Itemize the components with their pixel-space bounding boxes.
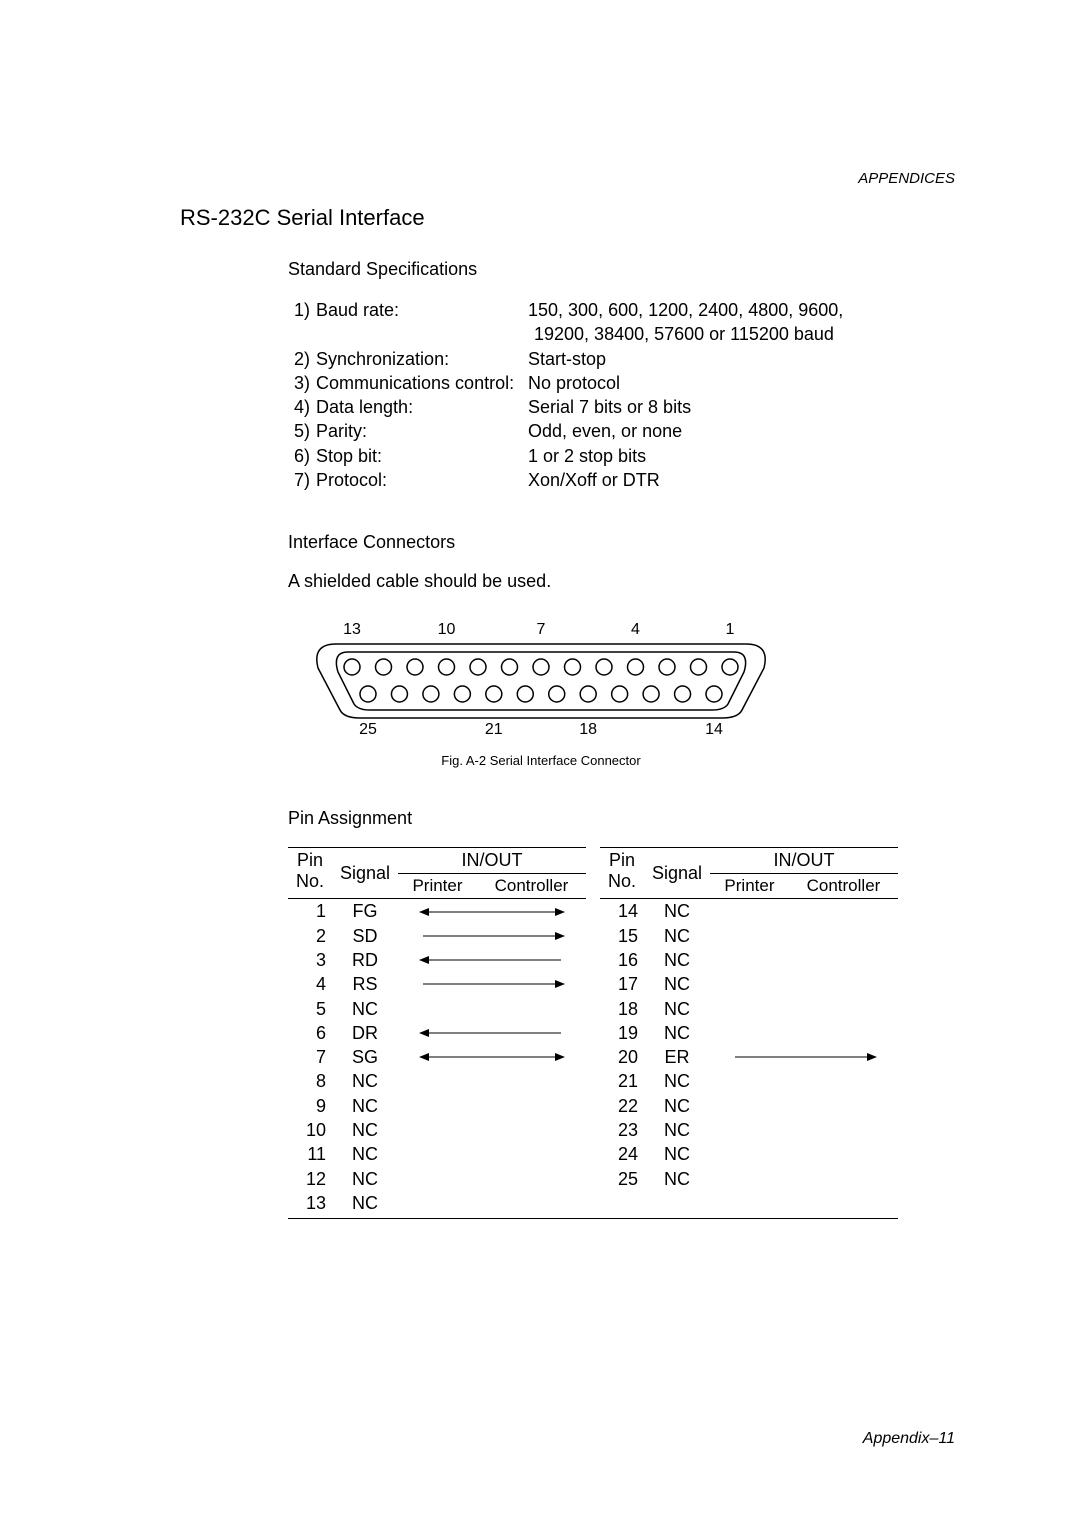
- section-title: RS-232C Serial Interface: [180, 205, 960, 231]
- spec-label: Stop bit:: [316, 444, 528, 468]
- table-row: 9NC22NC: [288, 1094, 898, 1118]
- spec-row: 4)Data length:Serial 7 bits or 8 bits: [288, 395, 960, 419]
- pin-table: PinNo. Signal IN/OUT PinNo. Signal IN/OU…: [288, 847, 898, 1219]
- th-printer2: Printer: [710, 874, 789, 899]
- svg-text:13: 13: [343, 621, 361, 638]
- svg-text:10: 10: [438, 621, 456, 638]
- spec-row: 1)Baud rate:150, 300, 600, 1200, 2400, 4…: [288, 298, 960, 322]
- table-row: 7SG20ER: [288, 1045, 898, 1069]
- spec-value: Start-stop: [528, 347, 960, 371]
- spec-value: 1 or 2 stop bits: [528, 444, 960, 468]
- spec-row: 19200, 38400, 57600 or 115200 baud: [288, 322, 960, 346]
- th-pin2: PinNo.: [600, 848, 644, 899]
- page: APPENDICES RS-232C Serial Interface Stan…: [0, 0, 1080, 1528]
- table-row: 13NC: [288, 1191, 898, 1219]
- th-controller2: Controller: [789, 874, 898, 899]
- table-row: 1FG14NC: [288, 899, 898, 924]
- th-pin: PinNo.: [288, 848, 332, 899]
- svg-text:18: 18: [579, 721, 597, 738]
- th-signal2: Signal: [644, 848, 710, 899]
- spec-num: 5): [288, 419, 316, 443]
- spec-label: Communications control:: [316, 371, 528, 395]
- pin-heading: Pin Assignment: [288, 808, 960, 829]
- spec-row: 7)Protocol:Xon/Xoff or DTR: [288, 468, 960, 492]
- spec-value: 19200, 38400, 57600 or 115200 baud: [534, 322, 834, 346]
- header-label: APPENDICES: [858, 170, 955, 187]
- table-row: 12NC25NC: [288, 1167, 898, 1191]
- spec-value: Odd, even, or none: [528, 419, 960, 443]
- svg-text:7: 7: [537, 621, 546, 638]
- content: Standard Specifications 1)Baud rate:150,…: [288, 259, 960, 1219]
- spec-label: Baud rate:: [316, 298, 528, 322]
- spec-list: 1)Baud rate:150, 300, 600, 1200, 2400, 4…: [288, 298, 960, 492]
- spec-label: Parity:: [316, 419, 528, 443]
- table-row: 6DR19NC: [288, 1021, 898, 1045]
- footer: Appendix–11: [863, 1430, 955, 1448]
- table-row: 4RS17NC: [288, 972, 898, 996]
- svg-text:14: 14: [705, 721, 723, 738]
- cable-note: A shielded cable should be used.: [288, 571, 960, 592]
- table-row: 8NC21NC: [288, 1069, 898, 1093]
- spec-value: Xon/Xoff or DTR: [528, 468, 960, 492]
- svg-text:25: 25: [359, 721, 377, 738]
- spec-value: Serial 7 bits or 8 bits: [528, 395, 960, 419]
- th-signal: Signal: [332, 848, 398, 899]
- spec-num: 4): [288, 395, 316, 419]
- table-row: 10NC23NC: [288, 1118, 898, 1142]
- th-inout2: IN/OUT: [710, 848, 898, 874]
- table-row: 3RD16NC: [288, 948, 898, 972]
- spec-row: 3)Communications control:No protocol: [288, 371, 960, 395]
- th-printer: Printer: [398, 874, 477, 899]
- specs-heading: Standard Specifications: [288, 259, 960, 280]
- table-row: 2SD15NC: [288, 924, 898, 948]
- table-row: 5NC18NC: [288, 997, 898, 1021]
- spec-num: 6): [288, 444, 316, 468]
- spec-value: No protocol: [528, 371, 960, 395]
- spec-num: 7): [288, 468, 316, 492]
- spec-row: 2)Synchronization:Start-stop: [288, 347, 960, 371]
- svg-text:4: 4: [631, 621, 640, 638]
- spec-num: 1): [288, 298, 316, 322]
- th-controller: Controller: [477, 874, 586, 899]
- spec-label: Protocol:: [316, 468, 528, 492]
- svg-text:1: 1: [726, 621, 735, 638]
- spec-num: 2): [288, 347, 316, 371]
- spec-value: 150, 300, 600, 1200, 2400, 4800, 9600,: [528, 298, 960, 322]
- svg-text:21: 21: [485, 721, 503, 738]
- spec-num: 3): [288, 371, 316, 395]
- connector-diagram: 13 10 7 4 1 25 21 18 14: [306, 610, 960, 745]
- th-inout: IN/OUT: [398, 848, 586, 874]
- spec-row: 6)Stop bit:1 or 2 stop bits: [288, 444, 960, 468]
- table-row: 11NC24NC: [288, 1142, 898, 1166]
- figure-caption: Fig. A-2 Serial Interface Connector: [306, 753, 776, 768]
- spec-label: Data length:: [316, 395, 528, 419]
- connectors-heading: Interface Connectors: [288, 532, 960, 553]
- spec-label: Synchronization:: [316, 347, 528, 371]
- spec-row: 5)Parity:Odd, even, or none: [288, 419, 960, 443]
